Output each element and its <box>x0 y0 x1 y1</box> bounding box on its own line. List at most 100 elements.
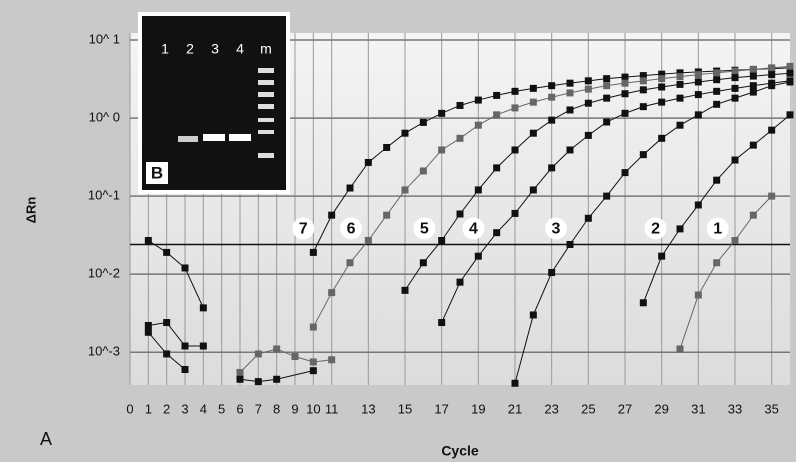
x-tick-label: 2 <box>163 401 170 416</box>
data-point <box>603 75 610 82</box>
data-point <box>163 249 170 256</box>
data-point <box>787 111 794 118</box>
gel-ladder <box>258 153 274 158</box>
data-point <box>732 85 739 92</box>
gel-ladder <box>258 68 274 73</box>
data-point <box>677 122 684 129</box>
data-point <box>548 164 555 171</box>
x-tick-label: 11 <box>325 401 339 416</box>
data-point <box>567 89 574 96</box>
data-point <box>255 378 262 385</box>
data-point <box>677 81 684 88</box>
data-point <box>493 229 500 236</box>
data-point <box>548 269 555 276</box>
x-tick-label: 19 <box>471 401 485 416</box>
data-point <box>713 69 720 76</box>
data-point <box>310 367 317 374</box>
data-point <box>457 279 464 286</box>
x-tick-label: 25 <box>581 401 595 416</box>
y-tick-label: 10^-3 <box>88 344 120 359</box>
data-point <box>585 86 592 93</box>
data-point <box>750 212 757 219</box>
x-tick-label: 17 <box>434 401 448 416</box>
data-point <box>402 287 409 294</box>
data-point <box>493 92 500 99</box>
data-point <box>438 110 445 117</box>
data-point <box>200 343 207 350</box>
data-point <box>603 82 610 89</box>
data-point <box>402 186 409 193</box>
data-point <box>603 95 610 102</box>
data-point <box>713 76 720 83</box>
data-point <box>658 75 665 82</box>
gel-band <box>229 134 251 141</box>
data-point <box>695 91 702 98</box>
data-point <box>658 84 665 91</box>
lane-label: 2 <box>186 41 194 57</box>
data-point <box>622 74 629 81</box>
gel-ladder <box>258 92 274 97</box>
data-point <box>603 119 610 126</box>
panel-label: A <box>40 429 52 449</box>
data-point <box>732 237 739 244</box>
gel-band <box>203 134 225 141</box>
data-point <box>585 77 592 84</box>
y-axis-label: ΔRn <box>23 197 38 224</box>
data-point <box>713 88 720 95</box>
data-point <box>438 237 445 244</box>
data-point <box>695 78 702 85</box>
data-point <box>548 117 555 124</box>
data-point <box>328 356 335 363</box>
data-point <box>768 193 775 200</box>
x-tick-label: 1 <box>145 401 152 416</box>
lane-label: 4 <box>236 41 244 57</box>
data-point <box>732 74 739 81</box>
data-point <box>787 78 794 85</box>
data-point <box>603 193 610 200</box>
series-label: 4 <box>469 221 478 238</box>
data-point <box>420 119 427 126</box>
x-axis-label: Cycle <box>441 443 479 459</box>
lane-label: 3 <box>211 41 219 57</box>
series-label: 3 <box>552 221 561 238</box>
data-point <box>640 299 647 306</box>
data-point <box>677 345 684 352</box>
data-point <box>713 259 720 266</box>
data-point <box>475 97 482 104</box>
x-tick-label: 7 <box>255 401 262 416</box>
x-tick-label: 0 <box>126 401 133 416</box>
y-tick-label: 10^ 1 <box>89 31 120 46</box>
data-point <box>750 82 757 89</box>
y-tick-label: 10^-2 <box>88 266 120 281</box>
y-tick-label: 10^-1 <box>88 188 120 203</box>
data-point <box>145 329 152 336</box>
data-point <box>585 132 592 139</box>
data-point <box>567 80 574 87</box>
data-point <box>328 212 335 219</box>
data-point <box>457 210 464 217</box>
x-tick-label: 31 <box>691 401 705 416</box>
x-tick-label: 23 <box>544 401 558 416</box>
data-point <box>273 345 280 352</box>
data-point <box>512 380 519 387</box>
x-tick-label: 29 <box>654 401 668 416</box>
gel-ladder <box>258 130 274 134</box>
data-point <box>622 90 629 97</box>
data-point <box>310 249 317 256</box>
data-point <box>768 71 775 78</box>
data-point <box>713 177 720 184</box>
data-point <box>750 142 757 149</box>
data-point <box>658 135 665 142</box>
data-point <box>530 99 537 106</box>
data-point <box>457 135 464 142</box>
data-point <box>768 127 775 134</box>
lane-label: m <box>260 41 272 57</box>
panel-label: B <box>151 163 163 182</box>
gel-band <box>178 136 198 142</box>
chart: 7654321 B 1 2 3 4 m A Cycle ΔRn 01234567… <box>0 0 796 462</box>
data-point <box>328 289 335 296</box>
data-point <box>475 186 482 193</box>
data-point <box>420 259 427 266</box>
data-point <box>750 73 757 80</box>
y-tick-label: 10^ 0 <box>89 110 120 125</box>
